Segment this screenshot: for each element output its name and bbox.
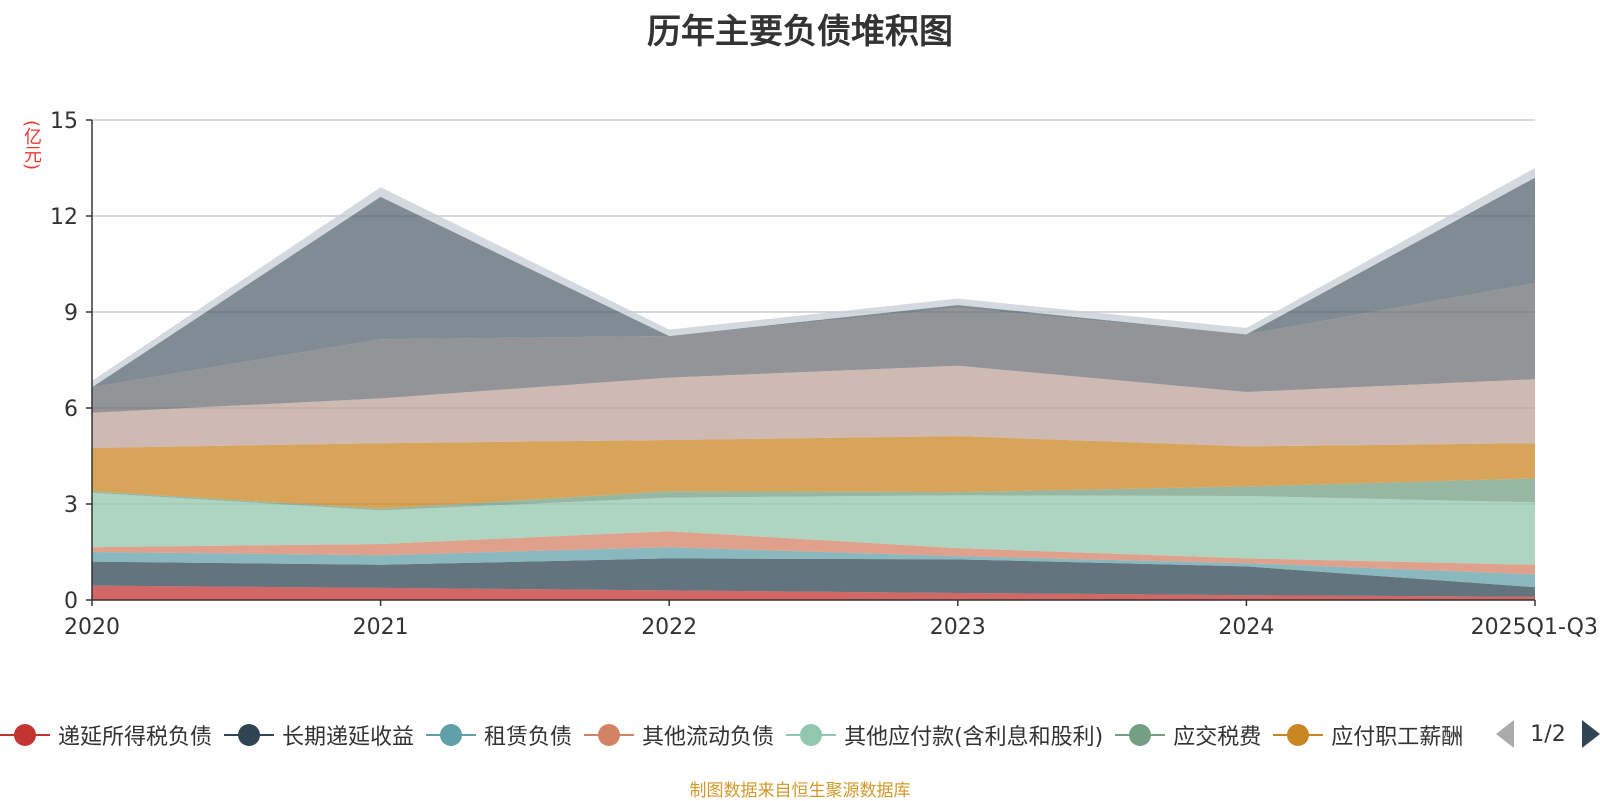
area-series-9	[92, 177, 1535, 388]
area-series-8	[92, 283, 1535, 413]
area-series-4	[92, 492, 1535, 565]
y-tick-label: 15	[50, 109, 78, 134]
legend-item[interactable]: 其他应付款(含利息和股利)	[786, 712, 1103, 758]
legend-item[interactable]: 其他流动负债	[584, 712, 774, 758]
legend-marker-icon	[224, 724, 275, 746]
y-tick-label: 12	[50, 205, 78, 230]
area-series-3	[92, 531, 1535, 575]
legend-marker-icon	[1273, 724, 1324, 746]
x-tick-label: 2024	[1218, 615, 1274, 640]
area-series-5	[92, 478, 1535, 511]
legend-label: 其他流动负债	[642, 725, 775, 750]
area-series-6	[92, 436, 1535, 509]
area-series-7	[92, 365, 1535, 448]
y-tick-label: 6	[64, 397, 78, 422]
legend-marker-icon	[584, 724, 635, 746]
x-tick-label: 2025Q1-Q3	[1471, 615, 1598, 640]
area-series-10	[92, 168, 1535, 388]
y-tick-label: 0	[64, 589, 78, 614]
legend-label: 递延所得税负债	[58, 725, 213, 750]
y-tick-label: 9	[64, 301, 78, 326]
legend-item[interactable]: 应交税费	[1115, 712, 1261, 758]
area-series-1	[92, 558, 1535, 597]
legend-label: 应付职工薪酬	[1331, 725, 1464, 750]
legend-next-page-icon[interactable]	[1582, 720, 1600, 748]
legend-marker-icon	[786, 724, 837, 746]
x-tick-label: 2022	[641, 615, 697, 640]
area-series-0	[92, 585, 1535, 600]
legend-label: 其他应付款(含利息和股利)	[844, 725, 1104, 750]
legend-page-indicator: 1/2	[1530, 721, 1566, 747]
legend-item[interactable]: 应付职工薪酬	[1273, 712, 1463, 758]
legend-pager: 1/2	[1496, 714, 1600, 754]
data-source-note: 制图数据来自恒生聚源数据库	[689, 781, 911, 801]
y-tick-label: 3	[64, 493, 78, 518]
chart-plot: 0 3 6 9 12 15 2020 2021 2022 2023 2024 2025Q1-Q3	[50, 109, 1598, 640]
x-tick-label: 2020	[64, 615, 120, 640]
legend-item[interactable]: 租赁负债	[426, 712, 572, 758]
legend-marker-icon	[1115, 724, 1166, 746]
legend-label: 租赁负债	[484, 725, 573, 750]
x-tick-label: 2023	[930, 615, 986, 640]
area-series-group	[92, 168, 1535, 600]
legend-marker-icon	[426, 724, 477, 746]
legend-label: 长期递延收益	[282, 725, 415, 750]
legend-item[interactable]: 递延所得税负债	[0, 712, 212, 758]
legend-item[interactable]: 长期递延收益	[224, 712, 414, 758]
legend: 递延所得税负债 长期递延收益 租赁负债 其他流动负债 其他应付款(含利息和股利) 应交税费…	[0, 712, 1500, 758]
legend-prev-page-icon[interactable]	[1496, 720, 1514, 748]
area-series-2	[92, 547, 1535, 588]
legend-marker-icon	[0, 724, 50, 746]
chart-title: 历年主要负债堆积图	[647, 12, 953, 52]
x-tick-label: 2021	[353, 615, 409, 640]
y-axis-unit-label: (亿元)	[21, 120, 42, 171]
legend-label: 应交税费	[1173, 725, 1262, 750]
